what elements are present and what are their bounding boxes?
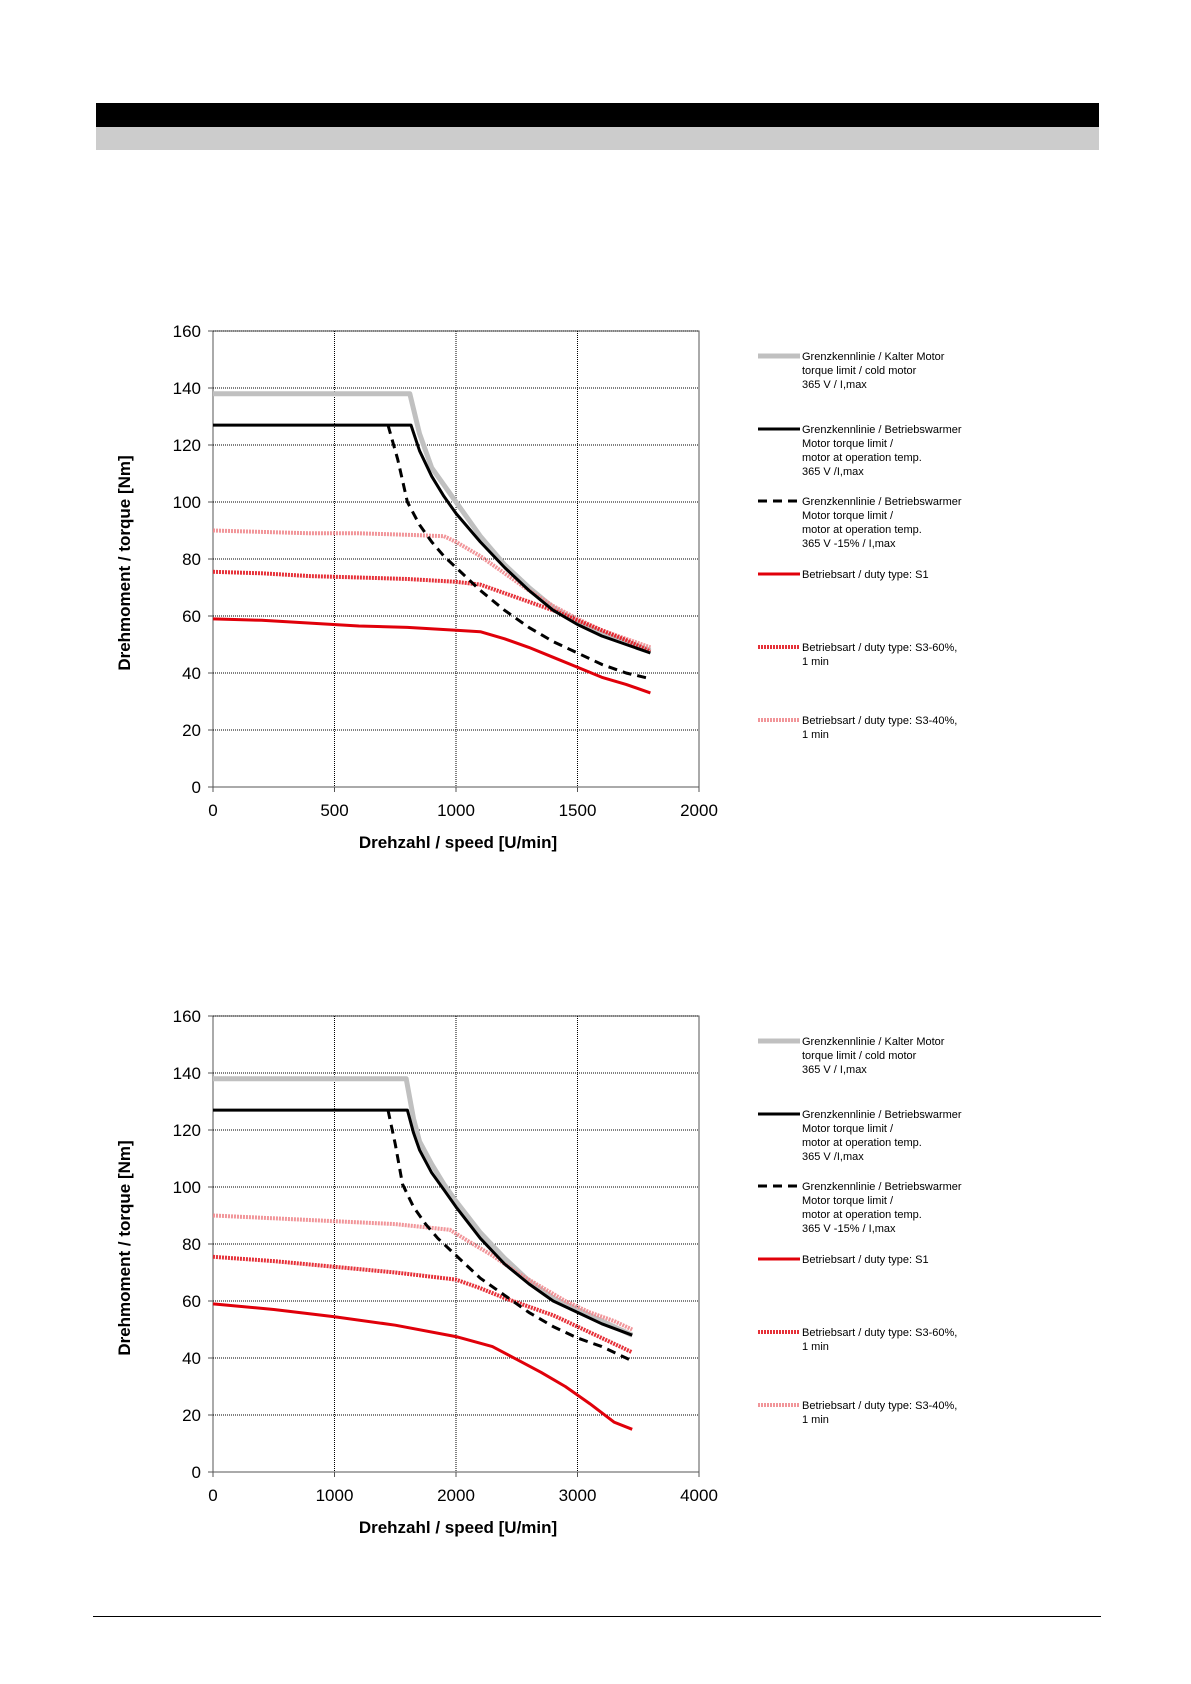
x-tick-label: 0	[208, 801, 217, 820]
y-tick-label: 80	[182, 550, 201, 569]
series-line-warm	[213, 423, 651, 655]
legend-label: 365 V / I,max	[802, 379, 867, 391]
x-tick-label: 1000	[437, 801, 475, 820]
x-axis-title: Drehzahl / speed [U/min]	[359, 1518, 557, 1537]
series-line-warm15	[386, 1109, 633, 1363]
y-tick-label: 140	[173, 1064, 201, 1083]
y-tick-label: 120	[173, 1121, 201, 1140]
y-tick-label: 0	[192, 1463, 201, 1482]
series-line-s3_60	[212, 569, 652, 654]
legend-label: Betriebsart / duty type: S3-60%,	[802, 642, 957, 654]
legend-label: 365 V -15% / I,max	[802, 538, 896, 550]
y-tick-label: 40	[182, 664, 201, 683]
legend-label: 365 V -15% / I,max	[802, 1223, 896, 1235]
legend-label: 365 V /I,max	[802, 1151, 864, 1163]
y-tick-label: 20	[182, 1406, 201, 1425]
y-tick-label: 140	[173, 379, 201, 398]
y-tick-label: 160	[173, 322, 201, 341]
series-line-cold	[213, 1076, 634, 1338]
legend-label: Motor torque limit /	[802, 1195, 894, 1207]
y-tick-label: 40	[182, 1349, 201, 1368]
y-axis-title: Drehmoment / torque [Nm]	[115, 455, 134, 670]
y-tick-label: 120	[173, 436, 201, 455]
series-line-s3_40	[212, 1213, 634, 1332]
y-axis-title: Drehmoment / torque [Nm]	[115, 1140, 134, 1355]
header-bar-black	[96, 103, 1099, 127]
legend-label: Grenzkennlinie / Betriebswarmer	[802, 1181, 962, 1193]
legend-label: Grenzkennlinie / Betriebswarmer	[802, 496, 962, 508]
y-tick-label: 100	[173, 493, 201, 512]
series-line-warm	[213, 1108, 633, 1337]
legend-label: Grenzkennlinie / Kalter Motor	[802, 1036, 945, 1048]
x-tick-label: 0	[208, 1486, 217, 1505]
legend-label: motor at operation temp.	[802, 524, 922, 536]
series-line-s1	[212, 617, 651, 695]
y-tick-label: 60	[182, 607, 201, 626]
legend-label: motor at operation temp.	[802, 1209, 922, 1221]
legend-label: Betriebsart / duty type: S3-40%,	[802, 715, 957, 727]
series-line-s1	[212, 1302, 633, 1431]
legend-label: motor at operation temp.	[802, 452, 922, 464]
x-tick-label: 500	[320, 801, 348, 820]
legend-label: 1 min	[802, 729, 829, 741]
series-line-cold	[213, 391, 652, 653]
x-tick-label: 1000	[316, 1486, 354, 1505]
legend-label: 1 min	[802, 656, 829, 668]
y-tick-label: 60	[182, 1292, 201, 1311]
y-tick-label: 0	[192, 778, 201, 797]
x-axis-title: Drehzahl / speed [U/min]	[359, 833, 557, 852]
legend-label: 365 V / I,max	[802, 1064, 867, 1076]
legend-label: torque limit / cold motor	[802, 365, 917, 377]
x-tick-label: 1500	[559, 801, 597, 820]
legend-label: Betriebsart / duty type: S1	[802, 569, 929, 581]
torque-speed-chart-2: 0 20 40 60 80 100 120 140 160 0 1000 2000 3000 4000 Dr…	[115, 1007, 962, 1537]
legend-label: motor at operation temp.	[802, 1137, 922, 1149]
legend-label: Betriebsart / duty type: S1	[802, 1254, 929, 1266]
legend-label: Motor torque limit /	[802, 1123, 894, 1135]
y-tick-label: 20	[182, 721, 201, 740]
series-line-s3_60	[212, 1254, 634, 1355]
header-bar-gray	[96, 127, 1099, 150]
x-tick-label: 4000	[680, 1486, 718, 1505]
torque-speed-chart-1: 0 20 40 60 80 100 120 140 160 0 500 1000 1500 2000 Dre…	[115, 322, 962, 852]
legend-label: Betriebsart / duty type: S3-40%,	[802, 1400, 957, 1412]
legend-label: torque limit / cold motor	[802, 1050, 917, 1062]
legend-label: Motor torque limit /	[802, 438, 894, 450]
legend-label: Grenzkennlinie / Betriebswarmer	[802, 424, 962, 436]
x-tick-label: 2000	[680, 801, 718, 820]
y-tick-label: 100	[173, 1178, 201, 1197]
y-tick-label: 160	[173, 1007, 201, 1026]
x-tick-label: 2000	[437, 1486, 475, 1505]
footer-rule	[93, 1616, 1101, 1617]
legend-label: Grenzkennlinie / Kalter Motor	[802, 351, 945, 363]
y-tick-label: 80	[182, 1235, 201, 1254]
legend-label: 1 min	[802, 1341, 829, 1353]
legend-label: Motor torque limit /	[802, 510, 894, 522]
x-tick-label: 3000	[559, 1486, 597, 1505]
legend-label: Grenzkennlinie / Betriebswarmer	[802, 1109, 962, 1121]
legend-label: 1 min	[802, 1414, 829, 1426]
legend-label: 365 V /I,max	[802, 466, 864, 478]
legend-label: Betriebsart / duty type: S3-60%,	[802, 1327, 957, 1339]
